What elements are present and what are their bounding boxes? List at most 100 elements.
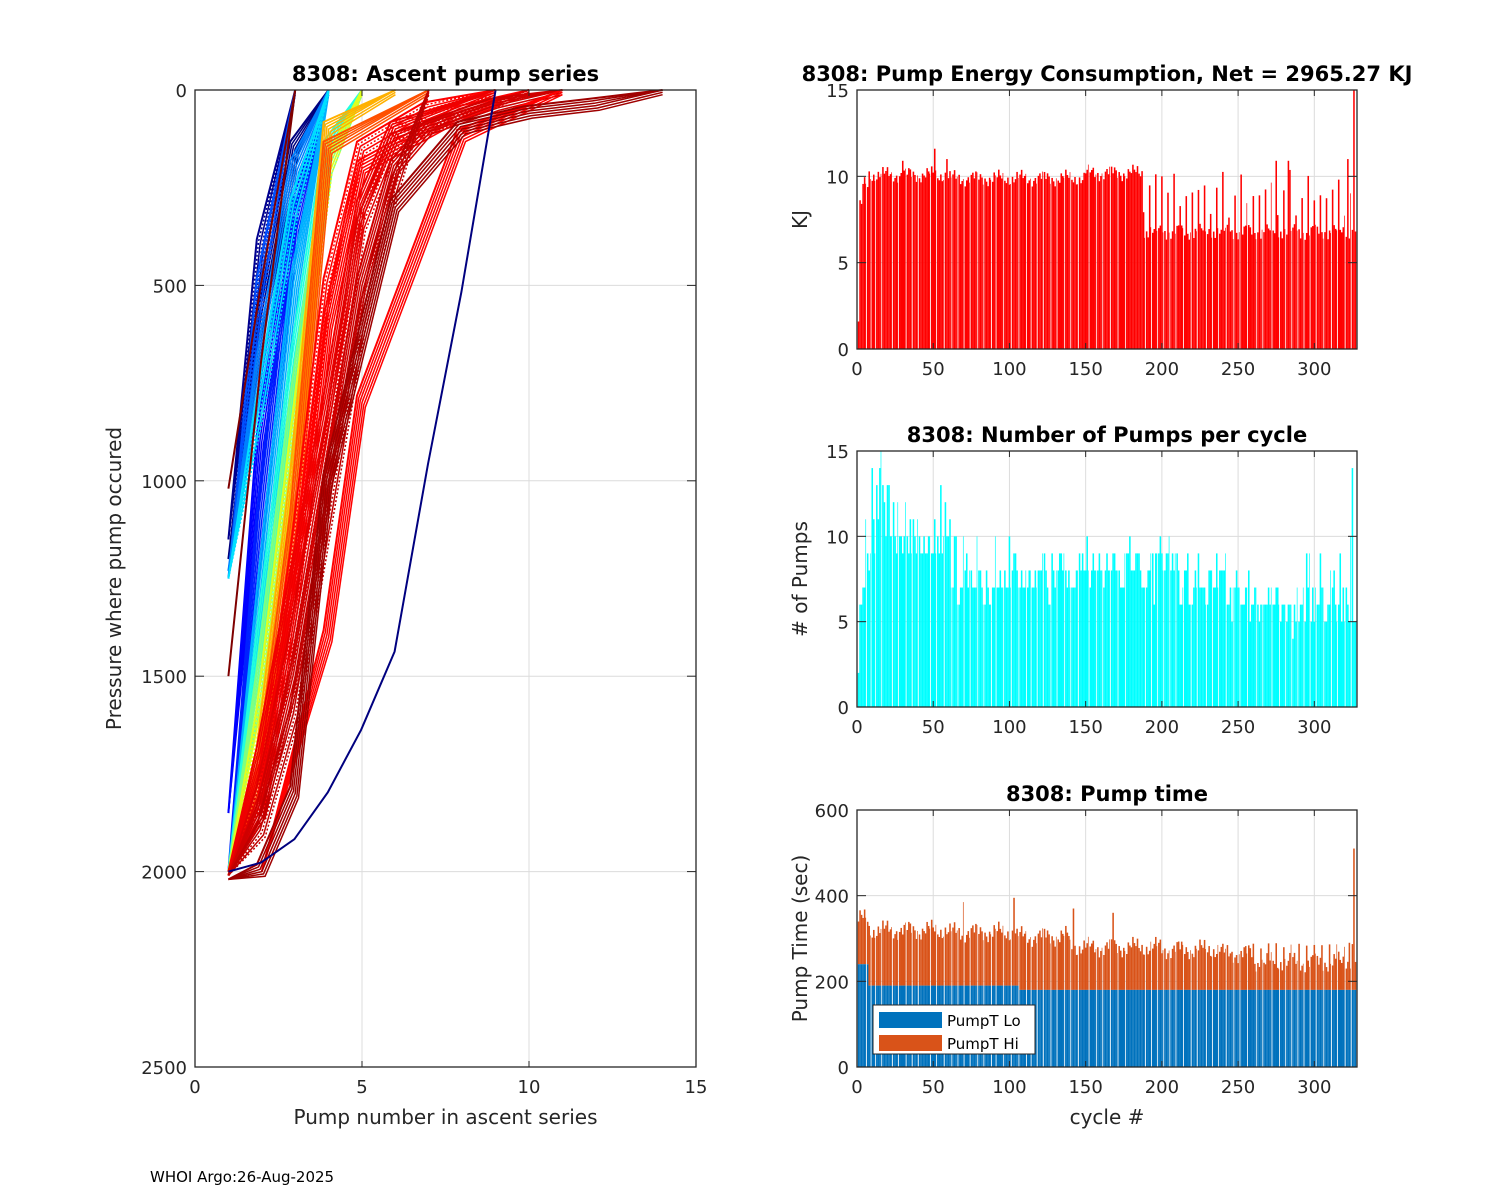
bar xyxy=(1126,178,1128,349)
bar-hi xyxy=(1254,963,1256,990)
bar xyxy=(898,176,901,349)
bar xyxy=(1267,228,1270,349)
bar xyxy=(956,176,958,349)
bar-lo xyxy=(1231,989,1233,1067)
bar-hi xyxy=(999,928,1002,986)
bar-hi xyxy=(876,935,878,986)
bar xyxy=(953,536,956,707)
bar-lo xyxy=(1185,989,1188,1067)
bar-hi xyxy=(921,928,924,986)
bar xyxy=(1001,587,1003,707)
bar-lo xyxy=(1289,989,1291,1067)
bar-hi xyxy=(1331,965,1334,990)
x-tick-label: 5 xyxy=(356,1077,367,1098)
bar xyxy=(1307,175,1310,349)
bar xyxy=(1313,200,1316,349)
bar xyxy=(894,177,896,349)
bar xyxy=(1264,189,1267,349)
bar xyxy=(1130,173,1133,349)
bar-hi xyxy=(1156,946,1158,990)
bar xyxy=(1310,621,1313,707)
bar-lo xyxy=(1062,989,1064,1067)
bar xyxy=(895,553,898,707)
bar-hi xyxy=(1243,947,1245,990)
bar-lo xyxy=(1215,989,1218,1067)
bar-hi xyxy=(1164,948,1166,990)
bar-hi xyxy=(1244,946,1247,990)
bar-lo xyxy=(1135,989,1137,1067)
bar xyxy=(1002,172,1004,349)
bar xyxy=(1276,215,1279,349)
bar xyxy=(1263,232,1265,349)
series-line xyxy=(227,89,563,876)
bar-hi xyxy=(912,926,915,986)
bar-hi xyxy=(1066,932,1069,990)
y-tick-label: 5 xyxy=(838,254,849,275)
bar xyxy=(962,536,964,707)
bar-hi xyxy=(947,932,950,986)
bar xyxy=(988,177,991,349)
bar xyxy=(917,519,918,707)
bar xyxy=(1133,169,1136,349)
bar xyxy=(1112,173,1114,349)
bar xyxy=(1165,553,1168,707)
bar-lo xyxy=(1080,989,1082,1067)
bar xyxy=(1118,172,1120,349)
bar xyxy=(1103,179,1105,349)
bar xyxy=(1017,587,1019,707)
bar xyxy=(1270,587,1272,707)
series-line xyxy=(227,94,430,877)
bar-lo xyxy=(1176,989,1178,1067)
bar-lo xyxy=(1269,989,1271,1067)
bar xyxy=(956,604,958,707)
bar-hi xyxy=(1025,931,1027,990)
bar-lo xyxy=(1115,989,1117,1067)
bar xyxy=(918,536,921,707)
bar-hi xyxy=(1248,945,1250,990)
bar xyxy=(1290,230,1292,349)
bar-hi xyxy=(944,927,947,986)
bar xyxy=(1104,171,1107,349)
bar xyxy=(1051,553,1053,707)
bar xyxy=(1173,570,1175,707)
bar xyxy=(1197,553,1200,707)
bar xyxy=(1348,621,1351,707)
bar xyxy=(871,180,874,349)
bar xyxy=(1098,553,1101,707)
bar xyxy=(1298,229,1300,349)
bar xyxy=(1290,604,1292,707)
series-line xyxy=(227,89,330,579)
bar xyxy=(1165,239,1168,349)
bar xyxy=(1004,180,1006,349)
bar xyxy=(1158,553,1160,707)
bar xyxy=(1191,604,1194,707)
bar-hi xyxy=(1319,957,1322,990)
bar xyxy=(1129,171,1131,349)
bar xyxy=(926,168,928,349)
bar-hi xyxy=(889,929,892,986)
bar-lo xyxy=(1132,989,1134,1067)
bar xyxy=(1077,184,1078,349)
bar-hi xyxy=(1077,954,1078,990)
bar-lo xyxy=(1116,989,1118,1067)
x-tick-label: 250 xyxy=(1221,359,1255,380)
bar-hi xyxy=(863,909,866,965)
bar-lo xyxy=(1203,989,1206,1067)
bar xyxy=(1286,621,1288,707)
bar xyxy=(891,172,892,349)
series-line xyxy=(227,91,430,876)
bar xyxy=(1194,570,1197,707)
x-tick-label: 50 xyxy=(922,359,945,380)
bar xyxy=(868,570,870,707)
bar xyxy=(915,181,918,349)
bar xyxy=(1097,172,1099,349)
bar xyxy=(859,604,861,707)
bar xyxy=(921,553,924,707)
bar xyxy=(1148,185,1151,349)
bar xyxy=(1340,232,1343,349)
bar xyxy=(1203,587,1206,707)
bar xyxy=(1289,604,1291,707)
bar xyxy=(1060,173,1063,349)
bar xyxy=(1188,604,1191,707)
bar xyxy=(879,177,881,349)
